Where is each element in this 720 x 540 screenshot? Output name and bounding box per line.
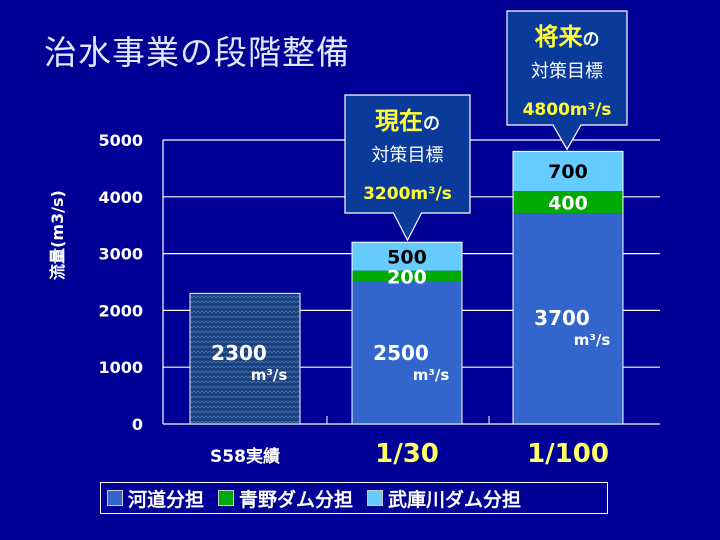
green-segment-label: 400 (548, 192, 588, 214)
legend-swatch (107, 490, 123, 506)
legend-label: 武庫川ダム分担 (388, 488, 522, 511)
bar-青野ダム分担 (352, 270, 462, 282)
bar-outline (351, 241, 463, 425)
bar-河道分担 (513, 213, 623, 424)
light-segment-label: 700 (548, 161, 588, 183)
x-category-label: 1/30 (375, 439, 439, 469)
legend-swatch (367, 490, 384, 506)
bar-value-label: 2500 (373, 341, 429, 365)
y-tick-label: 0 (132, 415, 143, 434)
bar-unit-label: m³/s (413, 366, 450, 384)
green-segment-label: 200 (387, 266, 427, 288)
callout-value: 3200m³/s (363, 184, 452, 204)
bar-河道分担 (352, 282, 462, 424)
y-tick-label: 1000 (98, 358, 143, 377)
x-category-label: 1/100 (527, 439, 609, 469)
legend: 河道分担 青野ダム分担 武庫川ダム分担 (100, 482, 608, 514)
legend-swatch (218, 490, 235, 506)
y-tick-label: 3000 (98, 245, 143, 264)
bar-outline (512, 150, 624, 425)
callout-subtitle: 対策目標 (372, 145, 444, 166)
legend-label: 青野ダム分担 (239, 488, 354, 511)
legend-label: 河道分担 (128, 488, 205, 511)
bar-河道分担 (189, 292, 301, 425)
x-category-label: S58実績 (210, 446, 280, 467)
bar-武庫川ダム分担 (513, 151, 623, 192)
callout-subtitle: 対策目標 (531, 61, 603, 82)
legend-item-aono-dam: 青野ダム分担 (218, 485, 353, 512)
bar-value-label: 3700 (534, 306, 590, 330)
callout-heading: 現在の (375, 107, 440, 135)
y-tick-label: 4000 (98, 188, 143, 207)
bar-value-label: 2300 (211, 341, 267, 365)
bar-青野ダム分担 (513, 191, 623, 214)
legend-item-mukogawa-dam: 武庫川ダム分担 (367, 485, 521, 512)
callout-value: 4800m³/s (523, 100, 612, 120)
y-tick-label: 2000 (98, 301, 143, 320)
callout-heading: 将来の (535, 23, 600, 51)
legend-item-channel: 河道分担 (107, 485, 204, 512)
callout-box (344, 94, 471, 242)
y-tick-label: 5000 (98, 131, 143, 150)
page-title: 治水事業の段階整備 (44, 33, 350, 72)
bar-武庫川ダム分担 (352, 242, 462, 271)
light-segment-label: 500 (387, 246, 427, 268)
bar-unit-label: m³/s (574, 331, 611, 349)
bar-unit-label: m³/s (251, 366, 288, 384)
callout-box (506, 10, 628, 151)
